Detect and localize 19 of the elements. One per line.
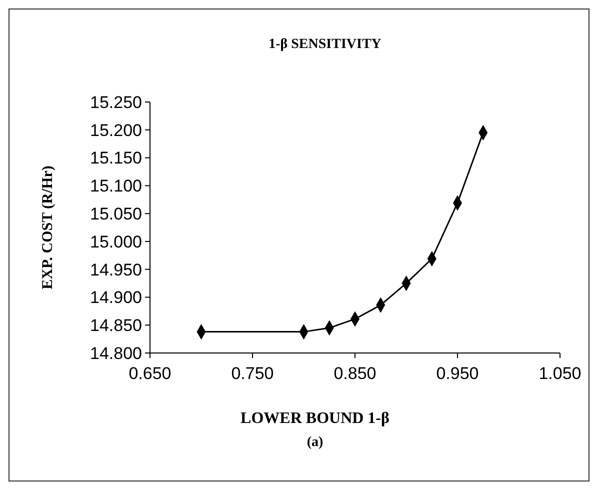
y-tick-label: 15.200	[90, 120, 142, 140]
x-tick-label: 0.650	[128, 364, 172, 383]
y-tick-label: 14.950	[90, 260, 142, 280]
y-tick-label: 15.250	[90, 92, 142, 112]
text: (a)	[306, 435, 324, 450]
y-tick-label: 15.050	[90, 204, 142, 224]
x-tick-label: 0.850	[334, 364, 376, 383]
y-tick-label: 14.850	[90, 316, 142, 336]
y-axis-title: EXP. COST (R/Hr)	[40, 166, 56, 290]
y-tick-label: 15.100	[90, 176, 142, 196]
y-tick-label: 14.900	[90, 288, 142, 308]
x-tick-label: 0.950	[436, 364, 479, 383]
x-tick-label: 0.750	[231, 364, 274, 383]
chart-title: 1-β SENSITIVITY	[268, 37, 382, 52]
y-tick-label: 15.150	[90, 148, 142, 168]
x-tick-label: 1.050	[538, 364, 582, 383]
y-tick-label: 15.000	[90, 232, 142, 252]
x-axis-title: LOWER BOUND 1-β	[240, 410, 390, 427]
y-tick-label: 14.800	[90, 344, 142, 363]
